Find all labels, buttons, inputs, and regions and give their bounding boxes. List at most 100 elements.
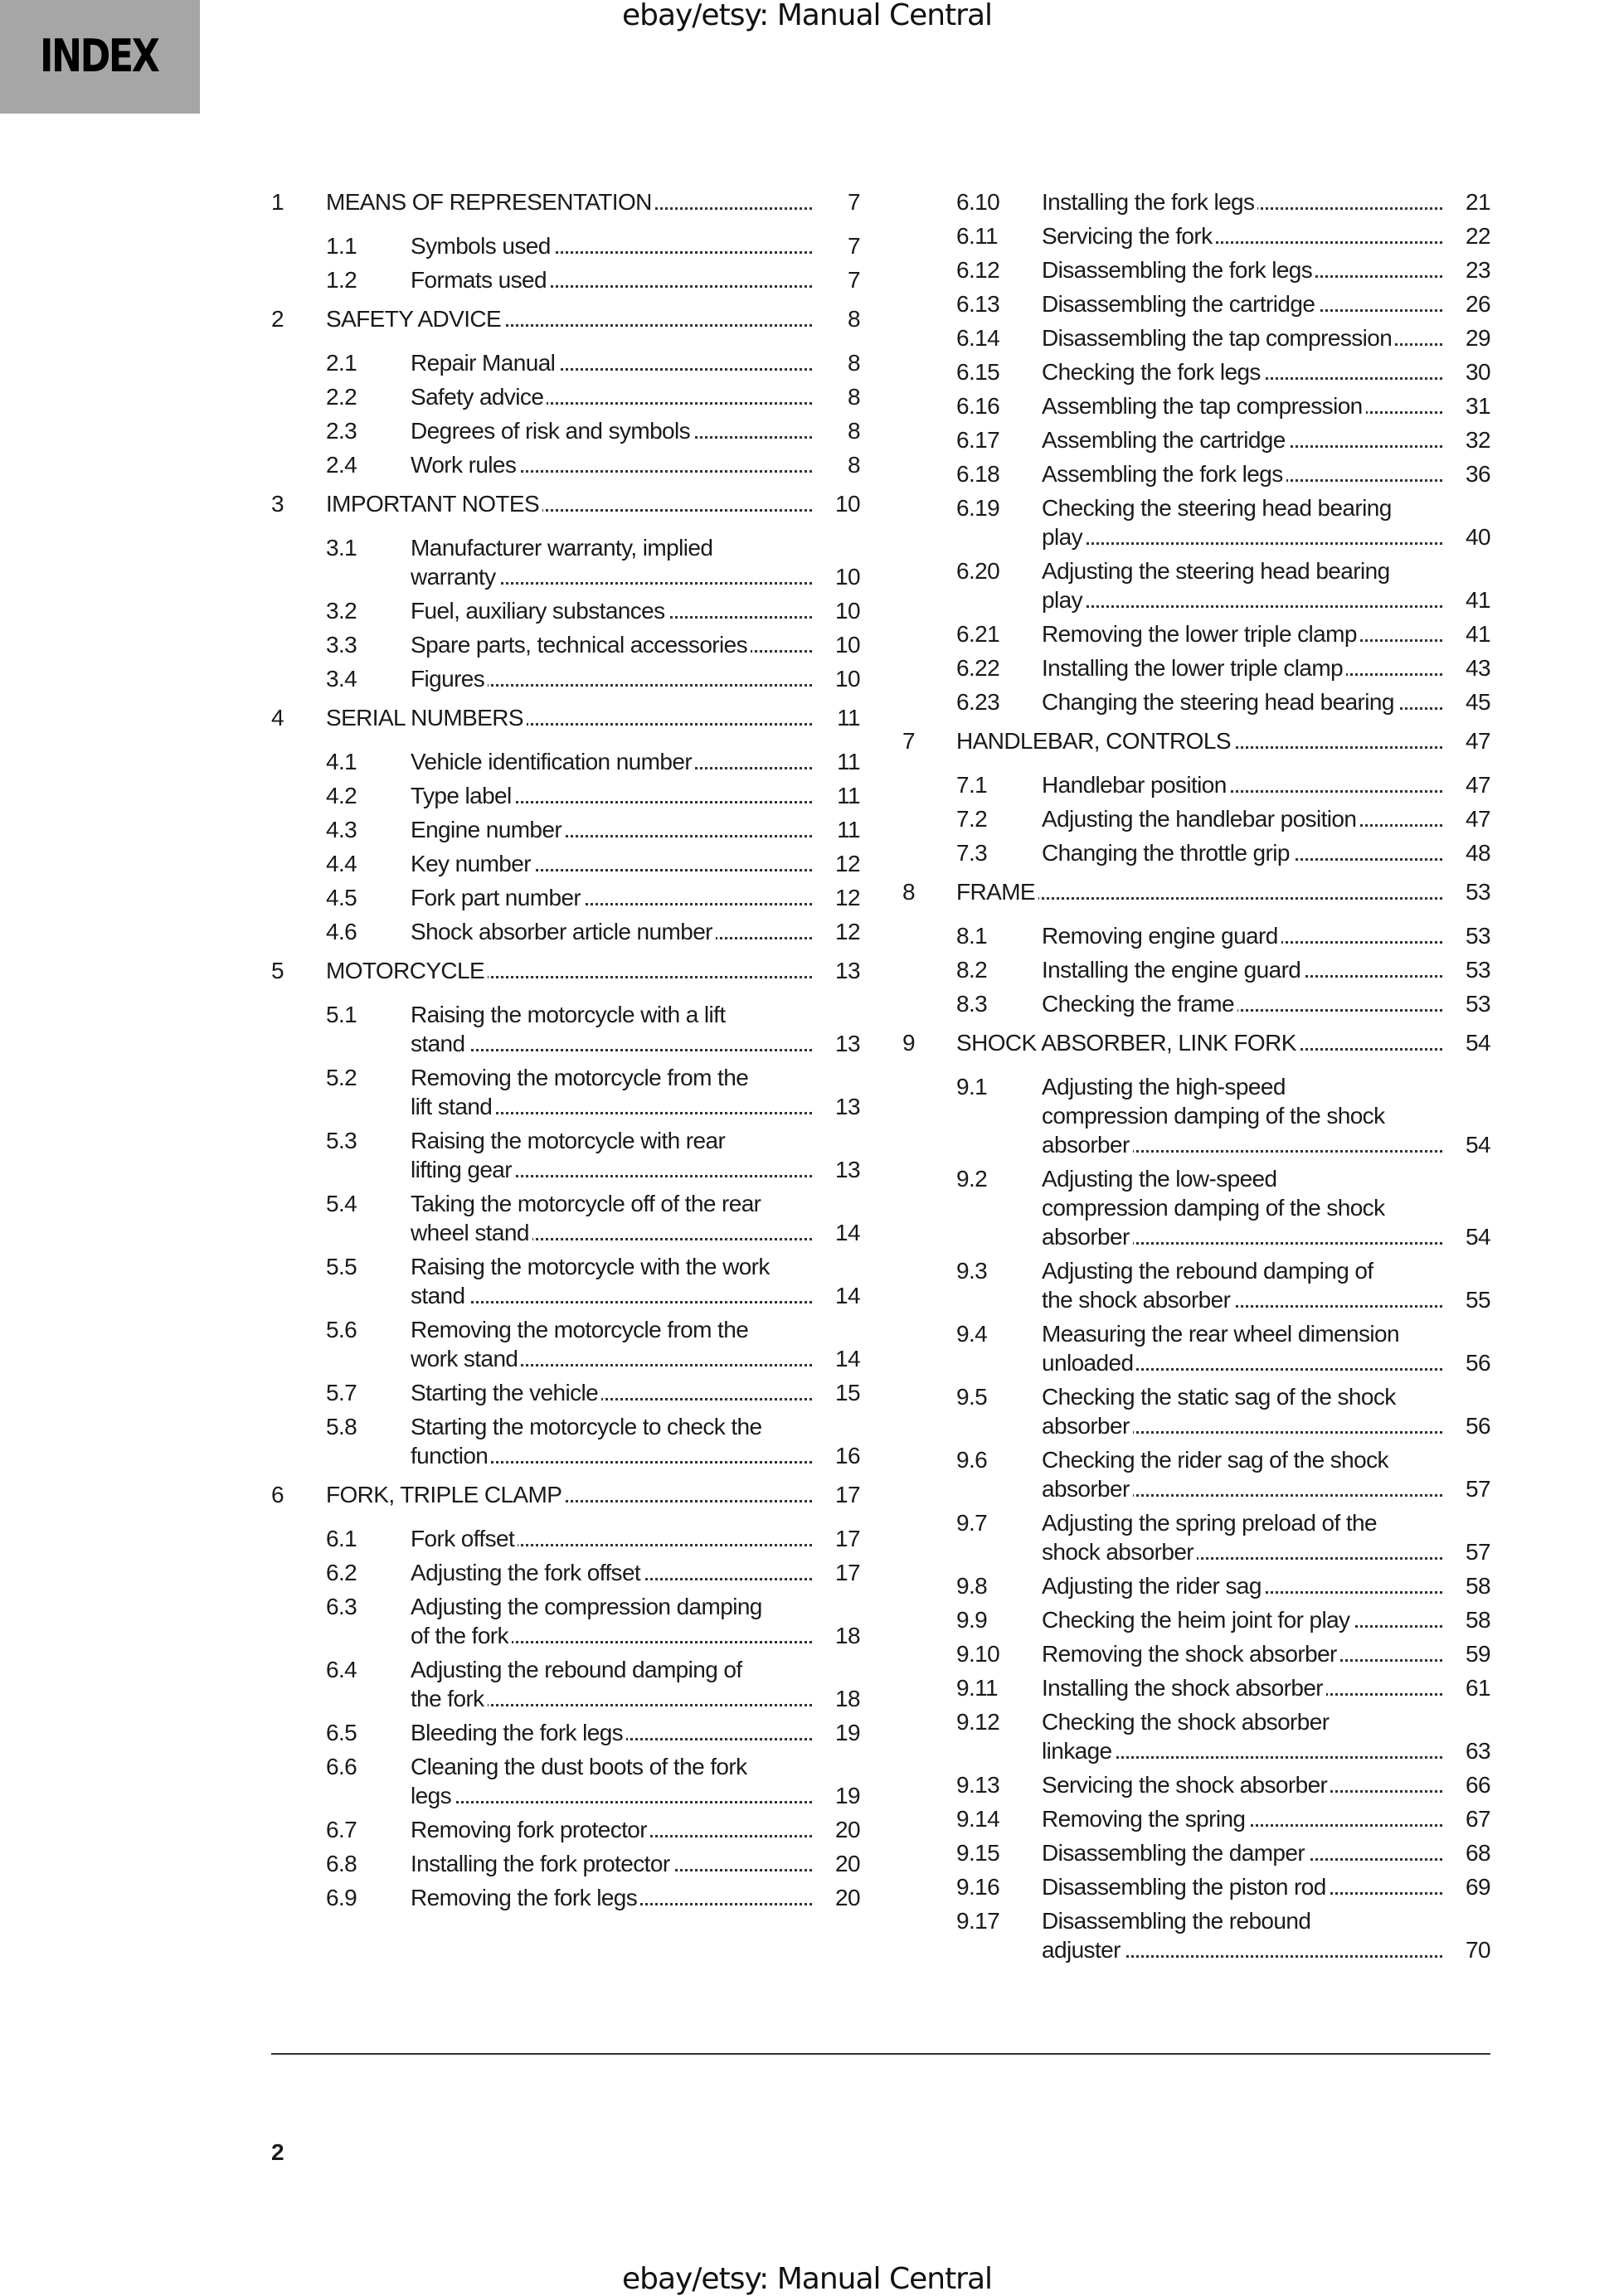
toc-section-entry[interactable]: 4.5 Fork part number 12 [271, 883, 861, 912]
entry-body: MEANS OF REPRESENTATION 7 [326, 187, 861, 216]
entry-number: 1.2 [326, 267, 357, 293]
toc-section-entry[interactable]: 6.19 Checking the steering head bearing p… [902, 493, 1491, 551]
toc-section-entry[interactable]: 5.5 Raising the motorcycle with the work … [271, 1252, 861, 1310]
toc-section-entry[interactable]: 8.1 Removing engine guard 53 [902, 921, 1491, 950]
toc-section-entry[interactable]: 9.12 Checking the shock absorber linkage 6… [902, 1707, 1491, 1765]
toc-section-entry[interactable]: 2.3 Degrees of risk and symbols 8 [271, 416, 861, 445]
entry-body: Raising the motorcycle with the work sta… [411, 1252, 861, 1310]
toc-section-entry[interactable]: 6.1 Fork offset 17 [271, 1524, 861, 1553]
toc-chapter-entry[interactable]: 9 SHOCK ABSORBER, LINK FORK 54 [902, 1028, 1491, 1057]
toc-section-entry[interactable]: 6.23 Changing the steering head bearing 45 [902, 687, 1491, 716]
toc-section-entry[interactable]: 2.4 Work rules 8 [271, 450, 861, 479]
toc-chapter-entry[interactable]: 6 FORK, TRIPLE CLAMP 17 [271, 1480, 861, 1509]
toc-section-entry[interactable]: 8.2 Installing the engine guard 53 [902, 955, 1491, 984]
toc-section-entry[interactable]: 4.1 Vehicle identification number 11 [271, 747, 861, 776]
toc-section-entry[interactable]: 9.3 Adjusting the rebound damping of the … [902, 1256, 1491, 1314]
toc-section-entry[interactable]: 6.4 Adjusting the rebound damping of the … [271, 1655, 861, 1713]
entry-body: Checking the fork legs 30 [1042, 357, 1491, 386]
toc-section-entry[interactable]: 3.2 Fuel, auxiliary substances 10 [271, 596, 861, 625]
toc-section-entry[interactable]: 5.1 Raising the motorcycle with a lift st… [271, 1000, 861, 1058]
toc-section-entry[interactable]: 7.2 Adjusting the handlebar position 47 [902, 804, 1491, 833]
toc-section-entry[interactable]: 6.18 Assembling the fork legs 36 [902, 459, 1491, 488]
entry-title: Formats used [411, 267, 550, 293]
toc-chapter-entry[interactable]: 4 SERIAL NUMBERS 11 [271, 703, 861, 732]
entry-page: 54 [1466, 1222, 1491, 1251]
toc-chapter-entry[interactable]: 2 SAFETY ADVICE 8 [271, 304, 861, 333]
toc-section-entry[interactable]: 6.7 Removing fork protector 20 [271, 1815, 861, 1844]
toc-section-entry[interactable]: 7.1 Handlebar position 47 [902, 770, 1491, 799]
toc-section-entry[interactable]: 6.14 Disassembling the tap compression 29 [902, 323, 1491, 352]
toc-section-entry[interactable]: 6.15 Checking the fork legs 30 [902, 357, 1491, 386]
toc-section-entry[interactable]: 5.7 Starting the vehicle 15 [271, 1378, 861, 1407]
entry-page: 47 [1466, 804, 1491, 833]
toc-section-entry[interactable]: 2.2 Safety advice 8 [271, 382, 861, 411]
toc-section-entry[interactable]: 3.3 Spare parts, technical accessories 10 [271, 630, 861, 659]
toc-section-entry[interactable]: 6.9 Removing the fork legs 20 [271, 1883, 861, 1912]
toc-section-entry[interactable]: 9.13 Servicing the shock absorber 66 [902, 1770, 1491, 1799]
toc-section-entry[interactable]: 5.4 Taking the motorcycle off of the rear… [271, 1189, 861, 1247]
toc-section-entry[interactable]: 6.8 Installing the fork protector 20 [271, 1849, 861, 1878]
toc-section-entry[interactable]: 6.20 Adjusting the steering head bearing … [902, 556, 1491, 614]
toc-section-entry[interactable]: 2.1 Repair Manual 8 [271, 348, 861, 377]
entry-page: 17 [835, 1524, 861, 1553]
toc-section-entry[interactable]: 9.6 Checking the rider sag of the shock a… [902, 1445, 1491, 1503]
entry-title: Bleeding the fork legs [411, 1720, 627, 1745]
toc-section-entry[interactable]: 4.6 Shock absorber article number 12 [271, 917, 861, 946]
toc-section-entry[interactable]: 9.10 Removing the shock absorber 59 [902, 1639, 1491, 1668]
toc-section-entry[interactable]: 6.21 Removing the lower triple clamp 41 [902, 619, 1491, 648]
toc-chapter-entry[interactable]: 3 IMPORTANT NOTES 10 [271, 489, 861, 518]
toc-section-entry[interactable]: 4.3 Engine number 11 [271, 815, 861, 844]
toc-chapter-entry[interactable]: 7 HANDLEBAR, CONTROLS 47 [902, 726, 1491, 755]
toc-chapter-entry[interactable]: 8 FRAME 53 [902, 877, 1491, 906]
toc-section-entry[interactable]: 9.5 Checking the static sag of the shock … [902, 1382, 1491, 1440]
entry-body: Degrees of risk and symbols 8 [411, 416, 861, 445]
toc-section-entry[interactable]: 9.17 Disassembling the rebound adjuster 70 [902, 1906, 1491, 1964]
toc-section-entry[interactable]: 9.8 Adjusting the rider sag 58 [902, 1571, 1491, 1600]
toc-section-entry[interactable]: 6.3 Adjusting the compression damping of … [271, 1592, 861, 1650]
toc-section-entry[interactable]: 6.2 Adjusting the fork offset 17 [271, 1558, 861, 1587]
entry-title: Checking the static sag of the shock abs… [1042, 1384, 1396, 1439]
entry-body: Assembling the tap compression 31 [1042, 391, 1491, 420]
toc-section-entry[interactable]: 6.17 Assembling the cartridge 32 [902, 425, 1491, 454]
toc-section-entry[interactable]: 9.9 Checking the heim joint for play 58 [902, 1605, 1491, 1634]
toc-chapter-entry[interactable]: 5 MOTORCYCLE 13 [271, 956, 861, 985]
toc-section-entry[interactable]: 6.12 Disassembling the fork legs 23 [902, 255, 1491, 284]
entry-number: 9.4 [956, 1321, 988, 1347]
toc-section-entry[interactable]: 5.2 Removing the motorcycle from the lift… [271, 1063, 861, 1121]
toc-section-entry[interactable]: 3.4 Figures 10 [271, 664, 861, 693]
toc-section-entry[interactable]: 5.3 Raising the motorcycle with rear lift… [271, 1126, 861, 1184]
entry-body: Formats used 7 [411, 265, 861, 294]
toc-section-entry[interactable]: 6.16 Assembling the tap compression 31 [902, 391, 1491, 420]
toc-section-entry[interactable]: 9.1 Adjusting the high-speed compression … [902, 1072, 1491, 1159]
entry-page: 13 [835, 1155, 861, 1184]
toc-section-entry[interactable]: 6.22 Installing the lower triple clamp 43 [902, 653, 1491, 682]
toc-section-entry[interactable]: 6.5 Bleeding the fork legs 19 [271, 1718, 861, 1747]
toc-section-entry[interactable]: 9.4 Measuring the rear wheel dimension un… [902, 1319, 1491, 1377]
entry-body: Checking the static sag of the shock abs… [1042, 1382, 1491, 1440]
toc-section-entry[interactable]: 9.14 Removing the spring 67 [902, 1804, 1491, 1833]
toc-section-entry[interactable]: 3.1 Manufacturer warranty, implied warran… [271, 533, 861, 591]
toc-section-entry[interactable]: 9.11 Installing the shock absorber 61 [902, 1673, 1491, 1702]
toc-section-entry[interactable]: 9.15 Disassembling the damper 68 [902, 1838, 1491, 1867]
entry-page: 8 [848, 450, 861, 479]
toc-section-entry[interactable]: 6.13 Disassembling the cartridge 26 [902, 289, 1491, 318]
toc-section-entry[interactable]: 7.3 Changing the throttle grip 48 [902, 838, 1491, 867]
toc-section-entry[interactable]: 5.6 Removing the motorcycle from the work… [271, 1315, 861, 1373]
toc-section-entry[interactable]: 6.10 Installing the fork legs 21 [902, 187, 1491, 216]
toc-section-entry[interactable]: 9.2 Adjusting the low-speed compression d… [902, 1164, 1491, 1251]
toc-section-entry[interactable]: 1.1 Symbols used 7 [271, 231, 861, 260]
toc-section-entry[interactable]: 6.6 Cleaning the dust boots of the fork l… [271, 1752, 861, 1810]
toc-section-entry[interactable]: 4.2 Type label 11 [271, 781, 861, 810]
toc-chapter-entry[interactable]: 1 MEANS OF REPRESENTATION 7 [271, 187, 861, 216]
toc-section-entry[interactable]: 8.3 Checking the frame 53 [902, 989, 1491, 1018]
toc-section-entry[interactable]: 9.16 Disassembling the piston rod 69 [902, 1872, 1491, 1901]
entry-page: 7 [848, 187, 861, 216]
entry-title: Safety advice [411, 384, 547, 410]
toc-section-entry[interactable]: 9.7 Adjusting the spring preload of the s… [902, 1508, 1491, 1566]
toc-section-entry[interactable]: 6.11 Servicing the fork 22 [902, 221, 1491, 250]
toc-section-entry[interactable]: 4.4 Key number 12 [271, 849, 861, 878]
toc-section-entry[interactable]: 1.2 Formats used 7 [271, 265, 861, 294]
toc-section-entry[interactable]: 5.8 Starting the motorcycle to check the … [271, 1412, 861, 1470]
entry-title: Removing the shock absorber [1042, 1641, 1340, 1667]
entry-title: Adjusting the low-speed compression damp… [1042, 1166, 1385, 1250]
